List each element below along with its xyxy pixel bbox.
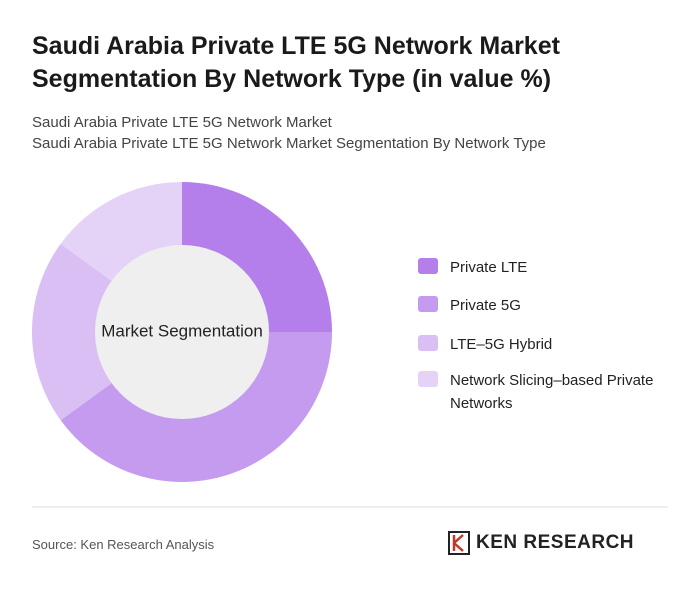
legend-item: Network Slicing–based Private Networks [418, 369, 670, 415]
legend-label: Network Slicing–based Private Networks [450, 372, 654, 412]
source: Source: Ken Research Analysis [32, 537, 215, 552]
legend-item: Private 5G [418, 294, 670, 317]
legend-label: Private 5G [450, 297, 521, 314]
legend-swatch [418, 258, 438, 274]
subtitle: Saudi Arabia Private LTE 5G Network Mark… [32, 135, 546, 152]
legend-swatch [418, 296, 438, 312]
legend-label: Private LTE [450, 259, 528, 276]
donut-hole [95, 245, 269, 419]
legend-item: LTE–5G Hybrid [418, 333, 670, 356]
legend-swatch [418, 335, 438, 351]
legend-item: Private LTE [418, 256, 670, 279]
legend-swatch [418, 371, 438, 387]
legend-label: LTE–5G Hybrid [450, 336, 553, 353]
logo-text: KEN RESEARCH [476, 532, 635, 553]
logo: KEN RESEARCH [448, 531, 634, 555]
logo-icon [448, 531, 470, 555]
center-label: Market Segmentation [101, 321, 263, 340]
title: Saudi Arabia Private LTE 5G Network Mark… [32, 32, 560, 93]
subtitle: Saudi Arabia Private LTE 5G Network Mark… [32, 114, 332, 131]
